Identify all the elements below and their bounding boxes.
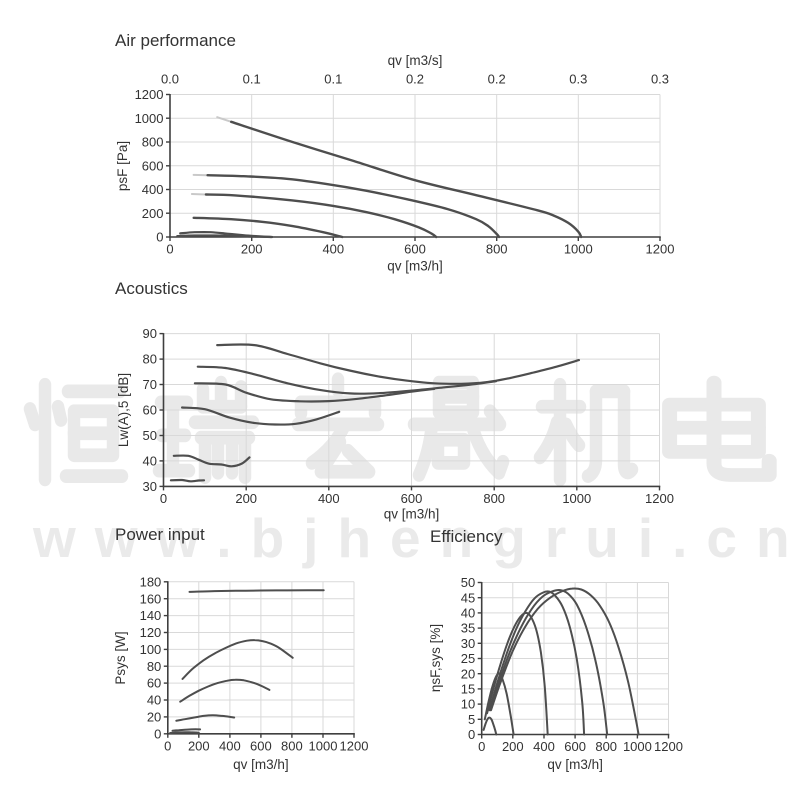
svg-text:80: 80 [147,659,161,674]
svg-text:600: 600 [142,158,164,173]
svg-text:50: 50 [461,575,475,590]
svg-text:0: 0 [156,230,163,245]
svg-text:30: 30 [461,636,475,651]
svg-text:0.2: 0.2 [488,72,506,87]
svg-text:45: 45 [461,590,475,605]
svg-text:120: 120 [140,625,162,640]
svg-text:Psys [W]: Psys [W] [113,631,128,684]
svg-text:1200: 1200 [340,738,369,753]
svg-text:qv [m3/h]: qv [m3/h] [387,259,443,274]
svg-text:1000: 1000 [623,739,652,754]
svg-text:psF [Pa]: psF [Pa] [115,141,130,191]
svg-text:1000: 1000 [309,738,338,753]
svg-text:20: 20 [147,710,161,725]
svg-text:0: 0 [160,491,167,506]
svg-text:180: 180 [140,574,162,589]
svg-text:0.3: 0.3 [569,72,587,87]
svg-text:70: 70 [143,377,157,392]
svg-text:400: 400 [318,491,340,506]
svg-text:400: 400 [219,738,241,753]
svg-text:140: 140 [140,608,162,623]
svg-text:160: 160 [140,591,162,606]
svg-text:qv [m3/h]: qv [m3/h] [547,757,603,772]
svg-text:1000: 1000 [135,111,164,126]
svg-text:0: 0 [164,738,171,753]
svg-text:0.0: 0.0 [161,72,179,87]
svg-text:40: 40 [143,454,157,469]
svg-text:qv [m3/s]: qv [m3/s] [388,53,443,68]
svg-text:200: 200 [142,206,164,221]
svg-text:800: 800 [281,738,303,753]
svg-text:600: 600 [401,491,423,506]
svg-text:1200: 1200 [645,491,674,506]
svg-text:1200: 1200 [135,87,164,102]
svg-text:0: 0 [154,726,161,741]
svg-text:40: 40 [461,606,475,621]
svg-text:400: 400 [533,739,555,754]
svg-text:800: 800 [486,242,508,257]
svg-text:Lw(A),5 [dB]: Lw(A),5 [dB] [116,373,131,447]
svg-text:1000: 1000 [564,242,593,257]
svg-text:10: 10 [461,697,475,712]
svg-text:200: 200 [241,242,263,257]
svg-text:0: 0 [468,727,475,742]
svg-text:15: 15 [461,682,475,697]
svg-text:40: 40 [147,693,161,708]
svg-text:60: 60 [143,403,157,418]
svg-text:1000: 1000 [562,491,591,506]
svg-text:200: 200 [188,738,210,753]
svg-text:800: 800 [595,739,617,754]
svg-text:400: 400 [142,182,164,197]
svg-text:90: 90 [143,326,157,341]
svg-text:30: 30 [143,479,157,494]
svg-text:200: 200 [502,739,524,754]
svg-text:80: 80 [143,352,157,367]
svg-text:ηsF,sys [%]: ηsF,sys [%] [428,624,443,692]
svg-text:qv [m3/h]: qv [m3/h] [384,507,440,522]
svg-text:100: 100 [140,642,162,657]
svg-text:0.3: 0.3 [651,72,669,87]
svg-text:200: 200 [235,491,257,506]
svg-text:1200: 1200 [654,739,683,754]
svg-text:5: 5 [468,712,475,727]
svg-text:20: 20 [461,666,475,681]
svg-text:0.1: 0.1 [324,72,342,87]
svg-text:800: 800 [142,135,164,150]
svg-text:50: 50 [143,428,157,443]
svg-text:600: 600 [564,739,586,754]
svg-text:1200: 1200 [646,242,675,257]
svg-text:600: 600 [404,242,426,257]
svg-text:35: 35 [461,621,475,636]
svg-text:400: 400 [322,242,344,257]
svg-text:60: 60 [147,676,161,691]
svg-text:qv [m3/h]: qv [m3/h] [233,757,289,772]
svg-text:600: 600 [250,738,272,753]
svg-text:800: 800 [483,491,505,506]
svg-text:0: 0 [478,739,485,754]
svg-text:0: 0 [166,242,173,257]
svg-text:0.2: 0.2 [406,72,424,87]
svg-text:25: 25 [461,651,475,666]
svg-text:0.1: 0.1 [243,72,261,87]
